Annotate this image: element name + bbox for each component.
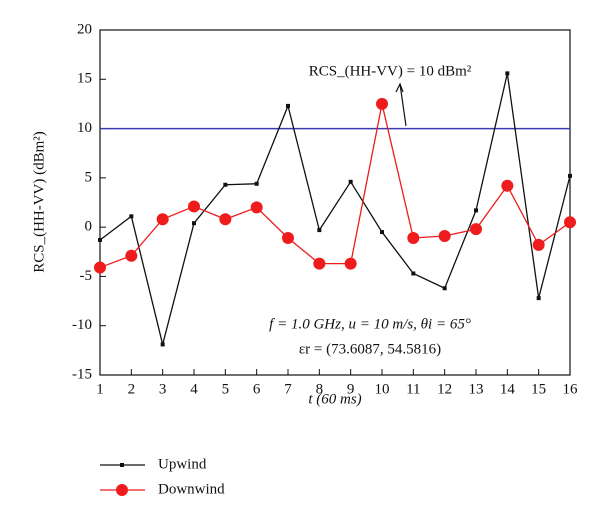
marker bbox=[98, 237, 102, 242]
marker bbox=[532, 238, 545, 251]
y-tick-label: 0 bbox=[85, 219, 93, 235]
marker bbox=[564, 216, 576, 229]
y-tick-label: 20 bbox=[77, 21, 92, 37]
marker bbox=[376, 97, 388, 110]
marker bbox=[254, 181, 259, 186]
marker bbox=[348, 179, 353, 184]
marker bbox=[470, 223, 482, 236]
marker bbox=[129, 214, 134, 219]
x-tick-label: 7 bbox=[284, 381, 292, 397]
marker bbox=[192, 221, 196, 226]
y-tick-label: -5 bbox=[80, 268, 93, 284]
marker bbox=[536, 296, 541, 301]
x-tick-label: 14 bbox=[500, 381, 516, 397]
marker bbox=[286, 103, 290, 108]
x-tick-label: 10 bbox=[375, 381, 390, 397]
marker bbox=[501, 179, 514, 192]
marker bbox=[160, 342, 165, 347]
series-line bbox=[99, 73, 571, 345]
annotation: RCS_(HH-VV) = 10 dBm² bbox=[309, 63, 472, 79]
legend-marker bbox=[120, 463, 124, 467]
y-axis-label: RCS_(HH-VV) (dBm²) bbox=[31, 131, 47, 273]
x-tick-label: 4 bbox=[190, 381, 198, 397]
marker bbox=[380, 230, 384, 235]
y-tick-label: -10 bbox=[72, 317, 92, 333]
marker bbox=[313, 257, 326, 270]
marker bbox=[344, 257, 357, 270]
x-tick-label: 13 bbox=[469, 381, 484, 397]
x-tick-label: 8 bbox=[316, 381, 324, 397]
x-tick-label: 1 bbox=[96, 381, 104, 397]
marker bbox=[317, 228, 322, 233]
y-tick-label: 10 bbox=[77, 120, 92, 136]
legend-marker bbox=[116, 484, 128, 496]
legend-label: Upwind bbox=[158, 456, 207, 472]
plot-frame bbox=[99, 29, 571, 376]
marker bbox=[188, 200, 200, 213]
x-tick-label: 15 bbox=[531, 381, 546, 397]
series-line bbox=[99, 103, 571, 269]
x-tick-label: 11 bbox=[406, 381, 420, 397]
marker bbox=[568, 173, 572, 178]
marker bbox=[250, 201, 263, 214]
marker bbox=[474, 208, 478, 213]
marker bbox=[407, 231, 420, 244]
annotation: εr = (73.6087, 54.5816) bbox=[299, 341, 441, 357]
x-axis-label: t (60 ms) bbox=[308, 391, 361, 407]
annotation-arrow bbox=[399, 83, 407, 127]
marker bbox=[94, 261, 106, 274]
marker bbox=[219, 213, 232, 226]
x-tick-label: 6 bbox=[253, 381, 261, 397]
marker bbox=[125, 249, 138, 262]
x-tick-label: 9 bbox=[347, 381, 355, 397]
x-tick-label: 16 bbox=[563, 381, 579, 397]
legend-label: Downwind bbox=[158, 481, 225, 497]
x-tick-label: 12 bbox=[437, 381, 452, 397]
y-tick-label: 15 bbox=[77, 71, 92, 87]
x-tick-label: 5 bbox=[222, 381, 230, 397]
marker bbox=[438, 230, 451, 243]
x-tick-label: 3 bbox=[159, 381, 167, 397]
marker bbox=[156, 213, 169, 226]
marker bbox=[223, 182, 228, 187]
y-tick-label: 5 bbox=[85, 169, 93, 185]
marker bbox=[442, 286, 447, 291]
arrow-head bbox=[395, 82, 404, 93]
marker bbox=[411, 271, 416, 276]
annotation: f = 1.0 GHz, u = 10 m/s, θi = 65° bbox=[269, 316, 471, 332]
y-tick-label: -15 bbox=[72, 366, 92, 382]
x-tick-label: 2 bbox=[128, 381, 136, 397]
marker bbox=[505, 71, 510, 76]
marker bbox=[282, 231, 294, 244]
